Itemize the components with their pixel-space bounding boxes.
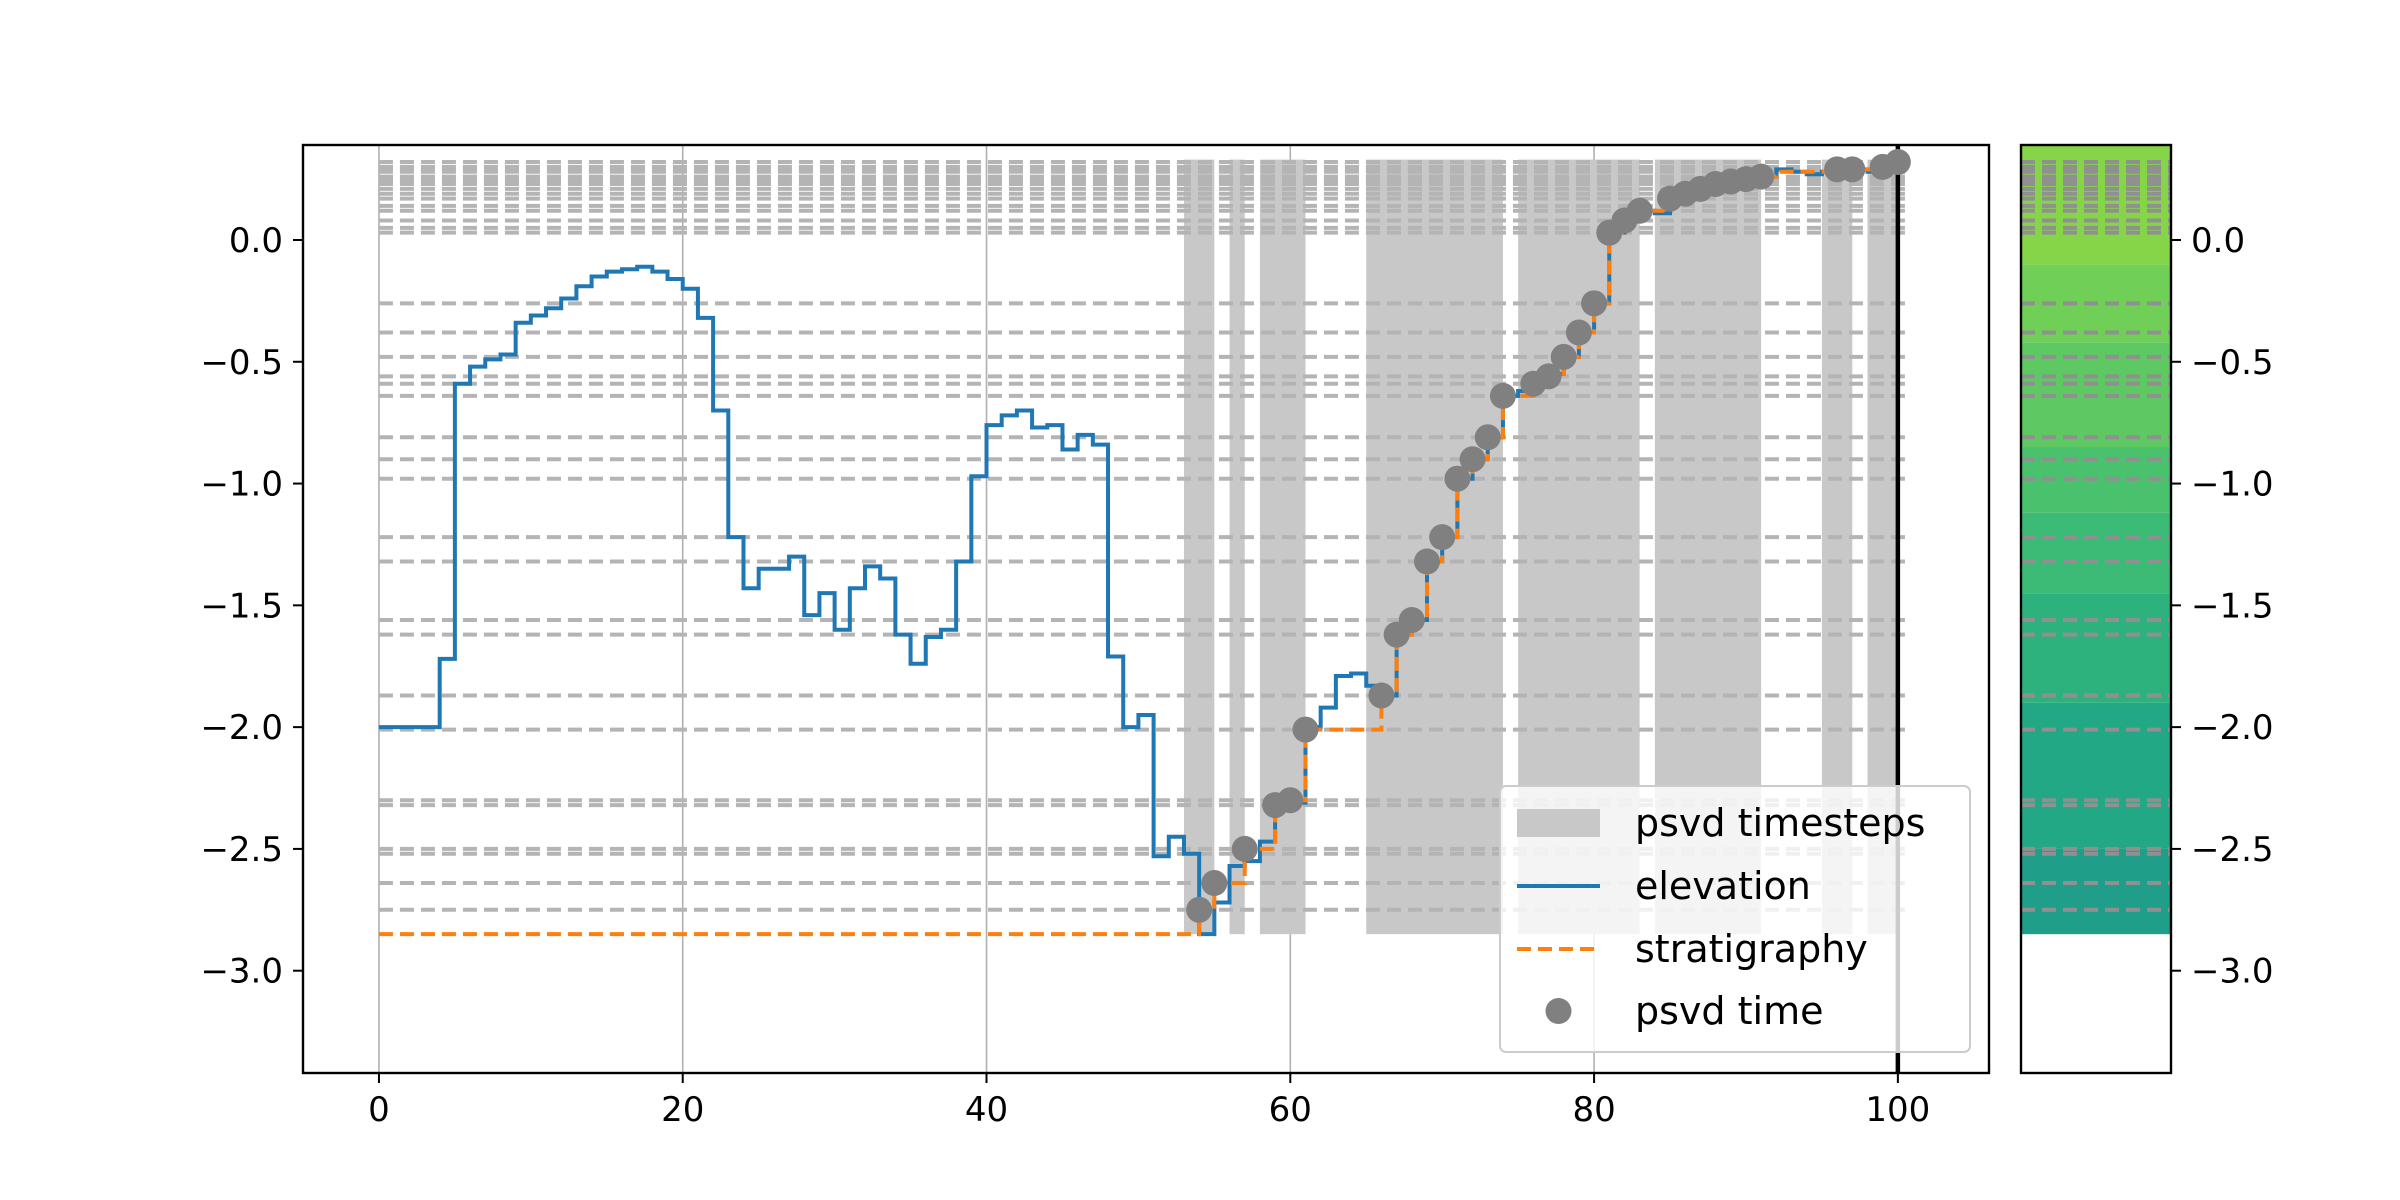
psvd-time-point-9 (1414, 548, 1440, 575)
x-tick-label-4: 80 (1572, 1090, 1615, 1130)
y-tick-label-6: −3.0 (200, 952, 283, 992)
side-y-tick-label-4: −2.0 (2191, 708, 2274, 748)
y-tick-label-2: −1.0 (200, 465, 283, 505)
x-tick-label-3: 60 (1269, 1090, 1312, 1130)
psvd-time-point-12 (1459, 446, 1486, 473)
y-tick-label-5: −2.5 (200, 830, 283, 870)
legend-label-psvd-timesteps: psvd timesteps (1635, 801, 1925, 845)
x-axis-ticks: 0 20 40 60 80 100 (368, 1073, 1930, 1130)
psvd-time-point-0 (1186, 896, 1213, 923)
stratigraphic-horizon-levels (2021, 160, 2171, 912)
y-tick-label-3: −1.5 (200, 586, 283, 626)
psvd-time-point-17 (1550, 343, 1577, 370)
psvd-time-point-5 (1292, 716, 1319, 743)
y-tick-label-4: −2.0 (200, 708, 283, 748)
main-plot-area: 0 20 40 60 80 100 0.0 −0.5 −1.0 −1.5 −2.0 −2.5 −3.0… (200, 143, 1991, 1130)
side-y-tick-label-1: −0.5 (2191, 343, 2274, 383)
psvd-time-point-14 (1489, 382, 1516, 409)
psvd-time-point-29 (1748, 163, 1775, 190)
legend-label-psvd-time: psvd time (1635, 989, 1823, 1033)
x-tick-label-5: 100 (1865, 1090, 1930, 1130)
psvd-time-point-2 (1231, 835, 1258, 862)
psvd-time-markers (1186, 149, 1911, 923)
psvd-time-point-13 (1474, 424, 1501, 451)
psvd-time-point-10 (1429, 524, 1456, 551)
legend-label-stratigraphy: stratigraphy (1635, 927, 1868, 971)
legend: psvd timesteps elevation stratigraphy ps… (1499, 785, 1971, 1053)
main-axes-frame (301, 143, 1991, 1075)
psvd-time-point-6 (1368, 682, 1395, 709)
psvd-time-point-19 (1581, 290, 1608, 317)
psvd-time-point-1 (1201, 870, 1228, 897)
side-y-tick-label-3: −1.5 (2191, 586, 2274, 626)
stratigraphic-color-bands (2021, 145, 2171, 935)
legend-swatch-psvd-timesteps (1517, 809, 1600, 837)
y-tick-label-1: −0.5 (200, 343, 283, 383)
legend-label-elevation: elevation (1635, 864, 1811, 908)
color-band-2 (2021, 593, 2171, 703)
psvd-time-point-18 (1565, 319, 1592, 346)
y-axis-ticks: 0.0 −0.5 −1.0 −1.5 −2.0 −2.5 −3.0 (200, 221, 303, 992)
legend-box (1499, 785, 1971, 1053)
side-y-tick-label-2: −1.0 (2191, 465, 2274, 505)
x-tick-label-1: 20 (661, 1090, 704, 1130)
color-band-0 (2021, 848, 2171, 935)
side-y-axis-ticks: 0.0 −0.5 −1.0 −1.5 −2.0 −2.5 −3.0 (2171, 221, 2274, 992)
legend-swatch-psvd-time (1545, 998, 1572, 1024)
psvd-time-point-22 (1626, 197, 1653, 224)
psvd-time-point-16 (1535, 363, 1562, 390)
psvd-time-point-31 (1839, 156, 1866, 183)
psvd-time-point-4 (1277, 787, 1304, 814)
color-band-1 (2021, 702, 2171, 849)
psvd-time-point-11 (1444, 465, 1471, 492)
stratigraphic-column-panel: 0.0 −0.5 −1.0 −1.5 −2.0 −2.5 −3.0 (2019, 143, 2274, 1075)
side-y-tick-label-6: −3.0 (2191, 952, 2274, 992)
side-axes-frame (2019, 143, 2173, 1075)
horizon-levels (378, 160, 1911, 912)
psvd-time-point-8 (1398, 606, 1425, 633)
psvd-timestep-span-0 (1183, 159, 1215, 935)
psvd-time-point-33 (1884, 149, 1911, 176)
color-band-3 (2021, 512, 2171, 594)
psvd-timestep-span-1 (1229, 159, 1245, 935)
side-y-tick-label-0: 0.0 (2191, 221, 2245, 261)
psvd-timestep-span-2 (1259, 159, 1306, 935)
y-tick-label-0: 0.0 (229, 221, 283, 261)
side-y-tick-label-5: −2.5 (2191, 830, 2274, 870)
x-tick-label-2: 40 (965, 1090, 1008, 1130)
x-tick-label-0: 0 (368, 1090, 390, 1130)
